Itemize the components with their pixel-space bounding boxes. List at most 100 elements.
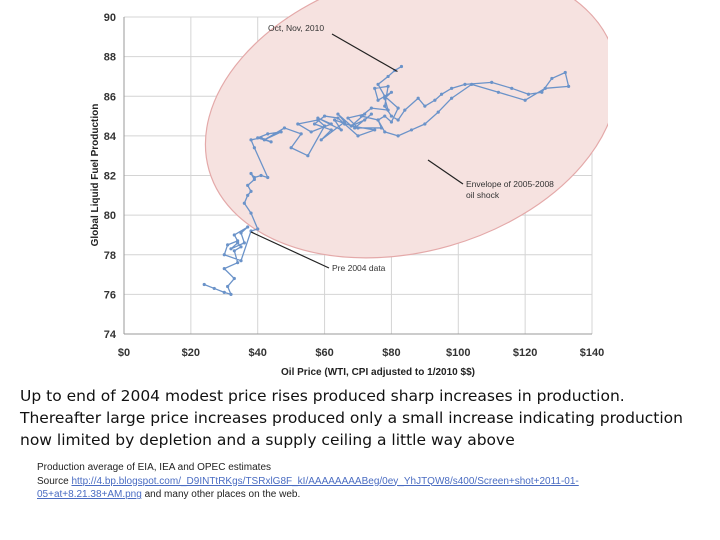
data-point [343, 120, 347, 124]
y-tick-label: 74 [104, 329, 117, 341]
data-point [439, 92, 444, 96]
data-point [246, 193, 250, 197]
data-point [249, 138, 253, 142]
x-tick-label: $80 [382, 347, 400, 359]
data-point [262, 138, 266, 142]
data-point [369, 112, 373, 116]
data-point [423, 122, 427, 126]
data-point [246, 225, 250, 229]
data-point [523, 98, 527, 102]
annotation-label: oil shock [466, 190, 500, 200]
data-point [249, 211, 253, 215]
data-point [386, 108, 390, 112]
data-point [356, 126, 360, 130]
data-point [396, 106, 400, 110]
data-point [373, 128, 377, 132]
data-point [496, 90, 500, 94]
data-point [226, 243, 230, 247]
data-point [399, 64, 404, 69]
y-tick-label: 78 [104, 250, 116, 262]
data-point [279, 130, 283, 134]
data-point [242, 201, 246, 205]
annotation-arrow [331, 33, 398, 73]
data-point [423, 104, 427, 108]
data-point [346, 116, 350, 120]
source-line: Source http://4.bp.blogspot.com/_D9INTtR… [37, 475, 677, 502]
y-tick-label: 80 [104, 210, 116, 222]
y-tick-label: 82 [104, 171, 116, 183]
x-tick-label: $20 [182, 347, 200, 359]
data-point [236, 239, 240, 243]
data-point [379, 126, 383, 130]
x-tick-label: $120 [513, 347, 537, 359]
data-point [256, 136, 260, 140]
data-point [363, 112, 367, 116]
data-point [239, 245, 243, 249]
data-point [229, 292, 233, 296]
data-point [266, 175, 270, 180]
x-tick-label: $60 [315, 347, 333, 359]
data-point [409, 128, 414, 132]
data-point [329, 122, 333, 126]
data-point [396, 118, 400, 122]
data-point [389, 120, 394, 124]
annotation-arrow [250, 231, 330, 269]
data-point [383, 104, 387, 108]
data-point [383, 114, 387, 118]
data-point [212, 286, 216, 291]
chart-caption: Up to end of 2004 modest price rises pro… [20, 387, 683, 449]
data-point [396, 134, 400, 138]
data-point [296, 122, 300, 126]
data-point [339, 128, 343, 132]
data-point [322, 124, 327, 128]
data-point [239, 231, 243, 235]
data-point [222, 267, 226, 271]
x-tick-label: $100 [446, 347, 470, 359]
x-axis-title: Oil Price (WTI, CPI adjusted to 1/2010 $… [281, 367, 475, 378]
data-point [322, 114, 327, 118]
data-point [543, 86, 547, 90]
source-suffix: and many other places on the web. [141, 489, 301, 500]
source-link[interactable]: http://4.bp.blogspot.com/_D9INTtRKgs/TSR… [37, 475, 579, 501]
data-point [236, 261, 240, 265]
data-point [289, 146, 293, 150]
data-point [336, 112, 340, 116]
data-point [299, 132, 303, 136]
data-point [567, 84, 571, 88]
data-point [389, 90, 394, 94]
data-point [526, 92, 531, 96]
data-point [436, 110, 440, 114]
data-point [229, 247, 233, 251]
data-point [386, 74, 390, 79]
data-point [252, 175, 256, 180]
data-point [356, 134, 360, 138]
data-point [376, 98, 380, 102]
y-tick-label: 84 [104, 131, 117, 143]
data-point [309, 130, 313, 134]
data-point [259, 136, 263, 140]
data-point [249, 189, 253, 193]
y-tick-label: 90 [104, 12, 116, 24]
data-point [450, 96, 454, 100]
data-point [353, 126, 357, 130]
source-notes: Production average of EIA, IEA and OPEC … [37, 461, 677, 502]
y-axis-title: Global Liquid Fuel Production [90, 104, 101, 247]
data-point [470, 82, 474, 86]
data-point [269, 140, 273, 144]
chart-container: Oct, Nov, 2010 Envelope of 2005-2008 oil s… [82, 0, 608, 382]
x-tick-label: $40 [249, 347, 267, 359]
data-point [312, 122, 317, 126]
data-point [376, 118, 380, 122]
annotation-arrow [427, 159, 464, 185]
data-point [433, 98, 437, 102]
data-point [373, 86, 377, 90]
data-point [252, 146, 256, 150]
y-tick-label: 86 [104, 91, 116, 103]
data-point [490, 80, 494, 84]
data-point [363, 118, 367, 122]
annotation-label: Pre 2004 data [332, 263, 386, 273]
data-point [306, 154, 310, 158]
data-point [336, 116, 340, 120]
data-point [386, 84, 390, 88]
